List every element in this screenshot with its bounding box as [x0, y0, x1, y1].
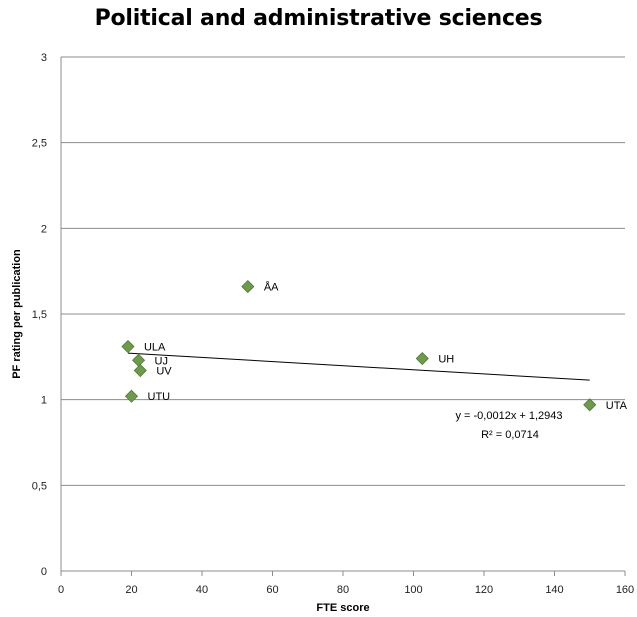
data-point [124, 389, 139, 403]
trendline-equation: y = -0,0012x + 1,2943 [455, 410, 562, 422]
data-point-label: UTU [148, 391, 171, 403]
trendline-group [127, 352, 590, 381]
data-points [121, 280, 597, 412]
x-tick-label: 60 [266, 584, 278, 596]
data-point [121, 339, 135, 354]
y-tick-label: 1,5 [32, 309, 47, 321]
y-tick-label: 2,5 [32, 138, 47, 150]
y-tick-label: 0 [41, 566, 47, 578]
y-tick-label: 3 [41, 52, 47, 64]
data-point-label: ÅA [264, 281, 279, 294]
data-point [133, 363, 147, 378]
x-tick-label: 80 [337, 584, 349, 596]
x-tick-label: 140 [545, 584, 563, 596]
axes [60, 57, 626, 576]
y-tick-label: 1 [41, 395, 47, 407]
x-axis-title: FTE score [316, 602, 369, 614]
trendline-r-squared: R² = 0,0714 [481, 429, 539, 441]
data-point-label: UH [438, 354, 454, 366]
data-point-label: UV [156, 366, 172, 378]
x-tick-label: 20 [125, 584, 137, 596]
data-point-label: UJ [155, 355, 168, 367]
data-point [415, 351, 429, 366]
x-tick-label: 160 [616, 584, 634, 596]
gridlines [61, 56, 625, 572]
x-tick-label: 120 [475, 584, 493, 596]
y-tick-label: 0,5 [32, 480, 47, 492]
data-point [583, 398, 597, 412]
y-tick-labels: 0 0,5 1 1,5 2 2,5 3 [32, 52, 47, 578]
y-tick-label: 2 [41, 223, 47, 235]
chart-title: Political and administrative sciences [94, 6, 543, 31]
x-tick-labels: 0 20 40 60 80 100 120 140 160 [58, 584, 634, 596]
data-point-label: ULA [144, 342, 166, 354]
x-tick-label: 100 [404, 584, 422, 596]
trendline [127, 352, 590, 381]
data-point-label: UTA [606, 400, 628, 412]
data-point [131, 353, 146, 367]
y-axis-title: PF rating per publication [11, 249, 23, 379]
data-point [241, 280, 255, 294]
x-tick-label: 0 [58, 584, 64, 596]
x-tick-label: 40 [196, 584, 208, 596]
